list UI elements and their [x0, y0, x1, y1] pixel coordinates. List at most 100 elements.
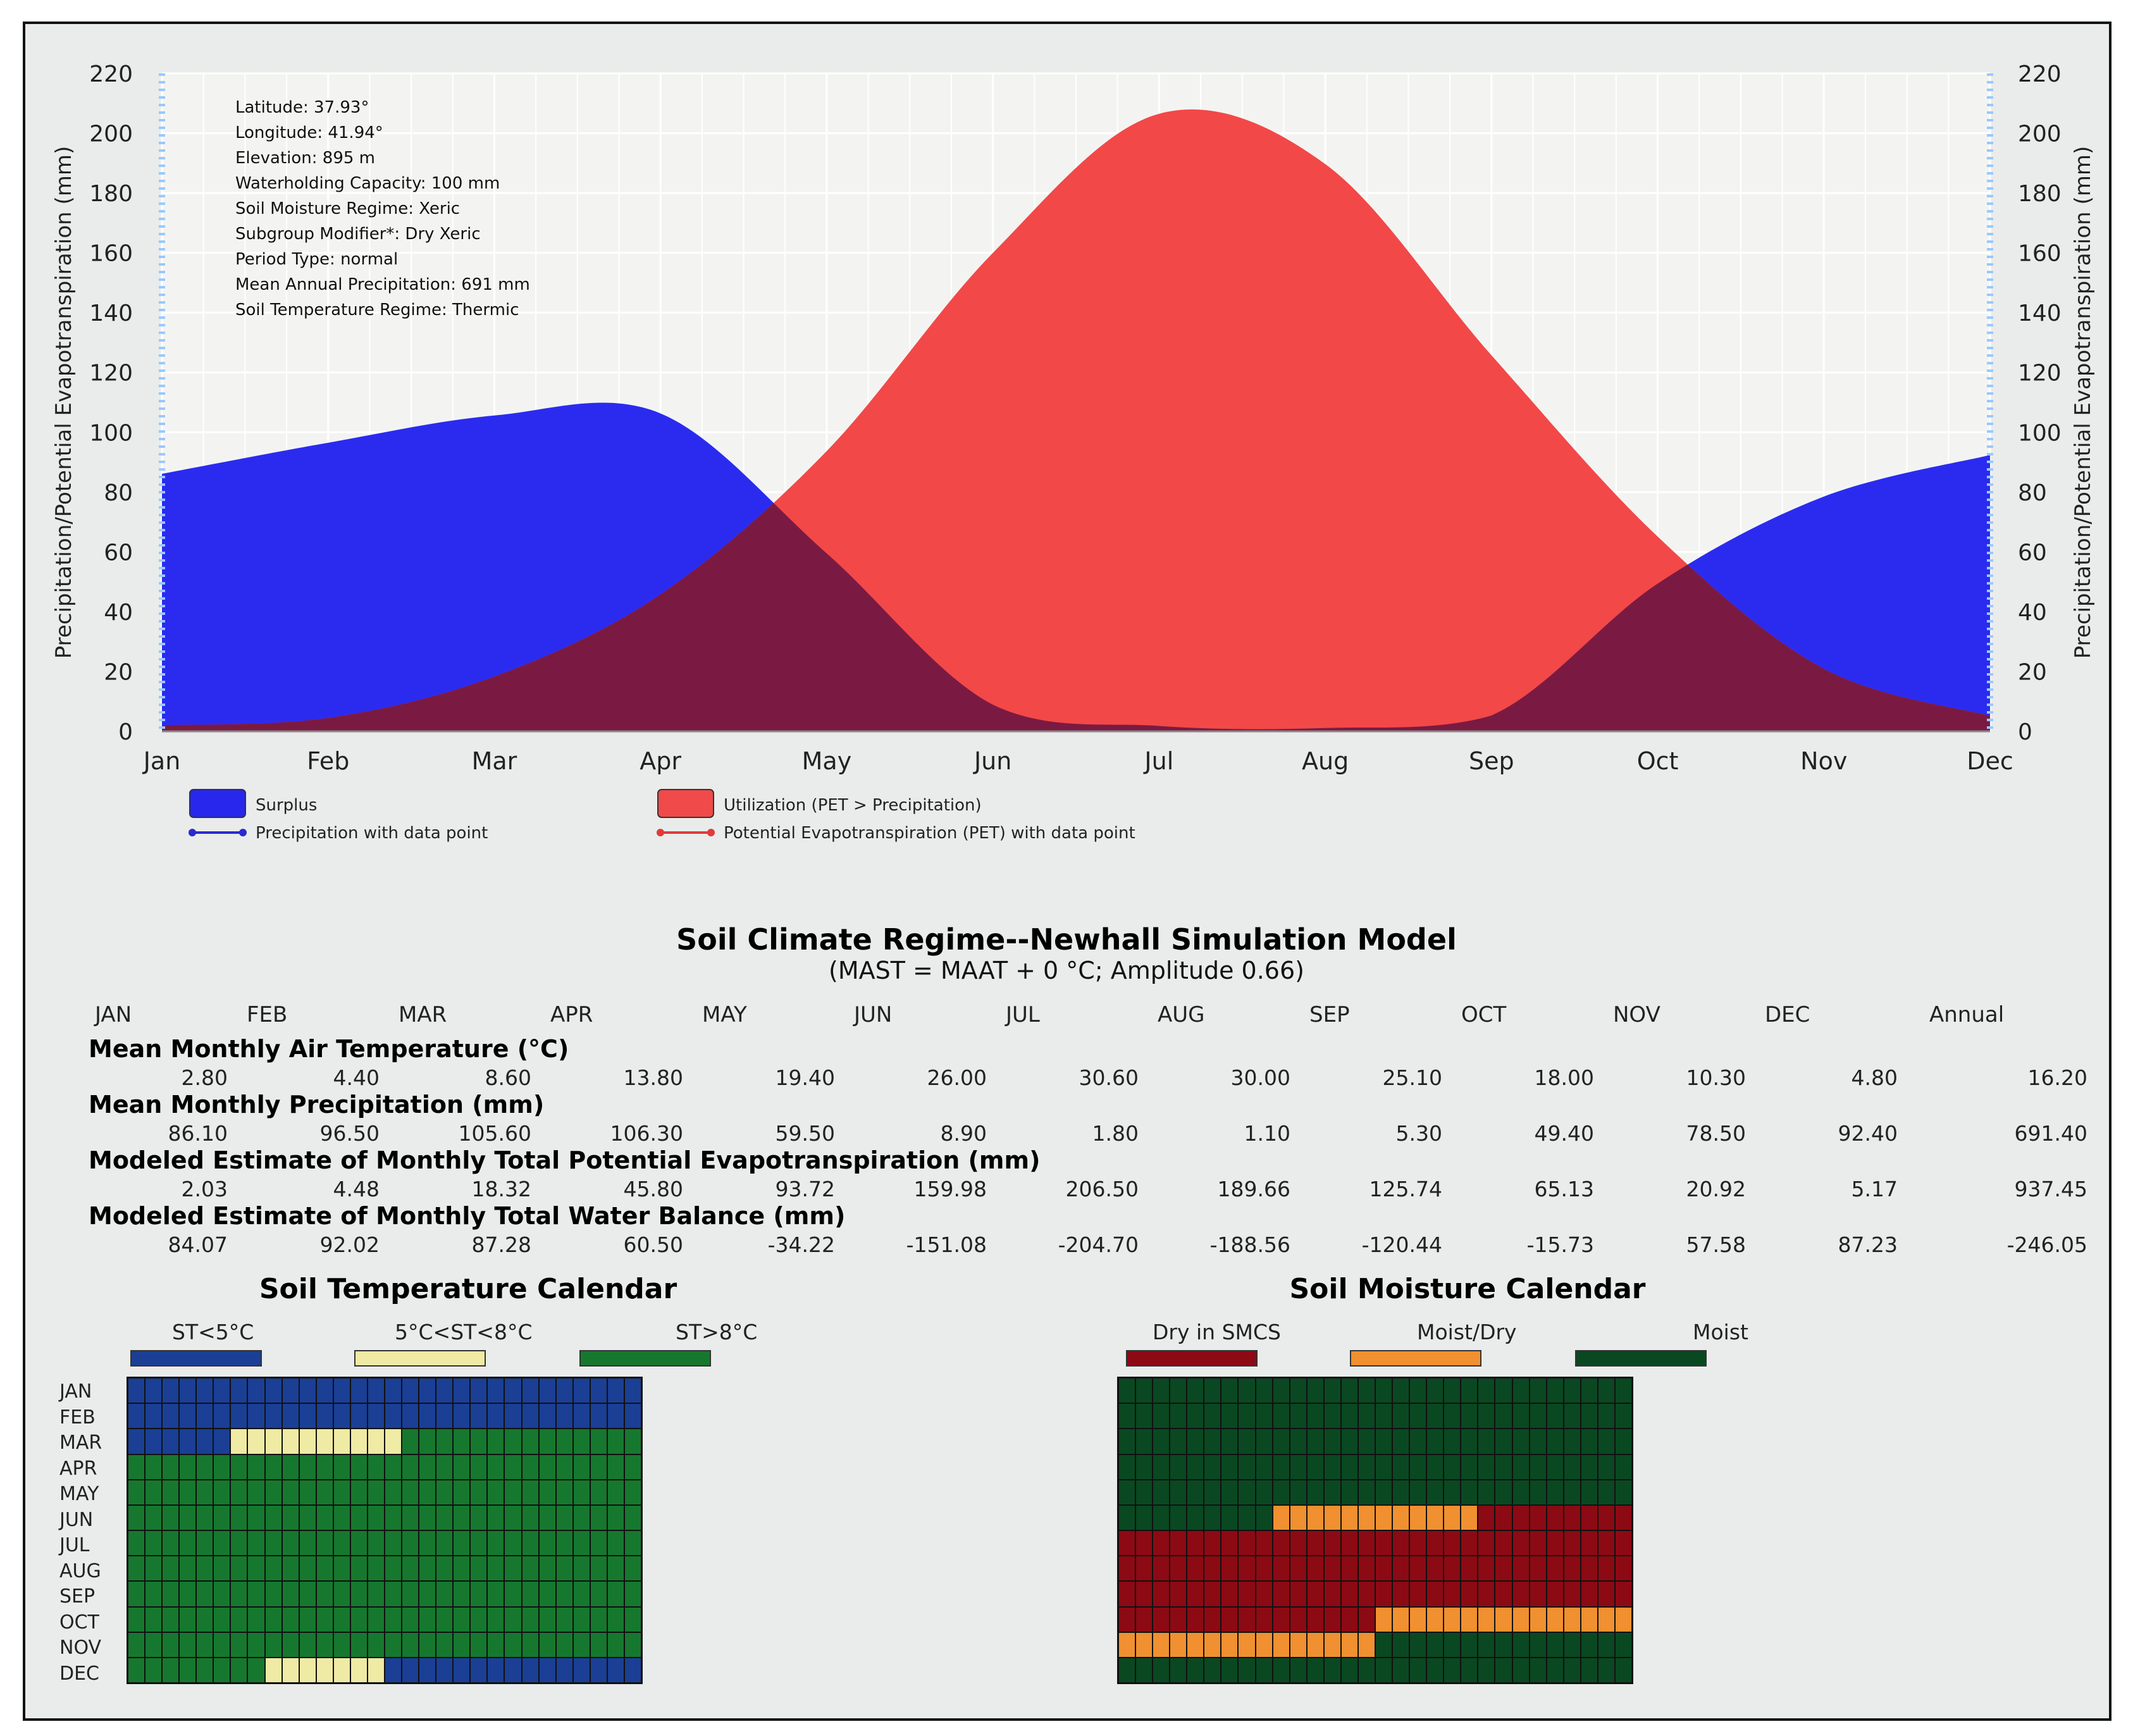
calendar-cell: [1306, 1504, 1324, 1530]
table-value: 78.50: [1686, 1121, 1746, 1146]
calendar-cell: [162, 1429, 180, 1454]
calendar-cell: [196, 1378, 214, 1404]
calendar-cell: [555, 1479, 573, 1505]
calendar-cell: [1392, 1504, 1410, 1530]
calendar-cell: [402, 1454, 419, 1480]
calendar-cell: [1340, 1581, 1358, 1607]
table-value: 49.40: [1534, 1121, 1594, 1146]
calendar-cell: [1323, 1479, 1341, 1505]
calendar-cell: [1478, 1454, 1495, 1480]
calendar-cell: [1272, 1429, 1290, 1454]
calendar-cell: [1375, 1429, 1393, 1454]
y-tick-label-left: 80: [104, 480, 133, 506]
calendar-cell: [367, 1530, 385, 1556]
calendar-cell: [281, 1454, 299, 1480]
calendar-cell: [555, 1556, 573, 1582]
calendar-cell: [128, 1657, 145, 1683]
calendar-cell: [367, 1378, 385, 1404]
calendar-cell: [1238, 1504, 1256, 1530]
calendar-month-label: DEC: [59, 1662, 100, 1685]
table-value: 4.80: [1851, 1065, 1898, 1090]
calendar-cell: [555, 1504, 573, 1530]
calendar-cell: [1272, 1479, 1290, 1505]
calendar-cell: [1409, 1657, 1427, 1683]
calendar-cell: [1495, 1378, 1512, 1404]
calendar-cell: [572, 1479, 590, 1505]
calendar-cell: [1375, 1454, 1393, 1480]
table-value: -246.05: [2006, 1232, 2087, 1257]
calendar-cell: [1614, 1504, 1632, 1530]
calendar-cell: [385, 1556, 402, 1582]
calendar-cell: [1340, 1403, 1358, 1429]
annotation-line: Soil Moisture Regime: Xeric: [235, 199, 460, 218]
calendar-cell: [419, 1378, 436, 1404]
calendar-cell: [521, 1530, 539, 1556]
calendar-cell: [145, 1530, 163, 1556]
calendar-cell: [385, 1657, 402, 1683]
calendar-cell: [538, 1479, 556, 1505]
calendar-cell: [555, 1581, 573, 1607]
calendar-cell: [1461, 1504, 1478, 1530]
calendar-cell: [1580, 1454, 1598, 1480]
y-tick-label-right: 100: [2018, 420, 2062, 446]
calendar-cell: [350, 1429, 368, 1454]
calendar-cell: [1563, 1657, 1581, 1683]
calendar-cell: [1187, 1429, 1204, 1454]
annotation-line: Waterholding Capacity: 100 mm: [235, 174, 500, 193]
legend-marker: [189, 829, 196, 836]
calendar-cell: [1289, 1606, 1307, 1632]
calendar-cell: [1306, 1429, 1324, 1454]
calendar-cell: [1135, 1581, 1153, 1607]
calendar-cell: [572, 1530, 590, 1556]
calendar-cell: [1340, 1606, 1358, 1632]
calendar-cell: [1597, 1504, 1615, 1530]
calendar-cell: [1170, 1479, 1187, 1505]
calendar-cell: [1170, 1530, 1187, 1556]
calendar-cell: [1563, 1378, 1581, 1404]
calendar-cell: [1153, 1454, 1170, 1480]
calendar-cell: [1187, 1606, 1204, 1632]
calendar-cell: [572, 1581, 590, 1607]
calendar-cell: [179, 1403, 197, 1429]
calendar-cell: [487, 1378, 505, 1404]
calendar-cell: [1340, 1504, 1358, 1530]
calendar-cell: [590, 1632, 607, 1658]
calendar-cell: [196, 1657, 214, 1683]
calendar-cell: [538, 1632, 556, 1658]
calendar-cell: [264, 1657, 282, 1683]
calendar-cell: [1614, 1581, 1632, 1607]
calendar-cell: [436, 1429, 454, 1454]
calendar-cell: [264, 1556, 282, 1582]
calendar-cell: [128, 1479, 145, 1505]
calendar-cell: [1323, 1403, 1341, 1429]
calendar-cell: [470, 1378, 488, 1404]
calendar-cell: [350, 1606, 368, 1632]
table-value: 5.17: [1851, 1177, 1898, 1201]
calendar-cell: [607, 1429, 624, 1454]
calendar-cell: [590, 1657, 607, 1683]
calendar-cell: [1272, 1403, 1290, 1429]
table-value: 5.30: [1395, 1121, 1442, 1146]
x-tick-label: Aug: [1302, 747, 1349, 775]
calendar-cell: [1255, 1479, 1273, 1505]
calendar-cell: [487, 1479, 505, 1505]
calendar-cell: [1529, 1403, 1547, 1429]
calendar-cell: [350, 1632, 368, 1658]
calendar-cell: [1306, 1530, 1324, 1556]
calendar-cell: [504, 1403, 522, 1429]
calendar-cell: [521, 1403, 539, 1429]
calendar-cell: [350, 1581, 368, 1607]
calendar-cell: [385, 1479, 402, 1505]
calendar-cell: [1357, 1581, 1375, 1607]
table-value: 159.98: [913, 1177, 987, 1201]
calendar-cell: [1478, 1378, 1495, 1404]
calendar-cell: [1340, 1429, 1358, 1454]
calendar-cell: [555, 1632, 573, 1658]
calendar-cell: [1580, 1606, 1598, 1632]
calendar-cell: [1461, 1530, 1478, 1556]
calendar-cell: [1444, 1479, 1461, 1505]
calendar-cell: [1289, 1378, 1307, 1404]
calendar-cell: [281, 1632, 299, 1658]
calendar-cell: [1580, 1378, 1598, 1404]
annotation-line: Elevation: 895 m: [235, 149, 375, 168]
